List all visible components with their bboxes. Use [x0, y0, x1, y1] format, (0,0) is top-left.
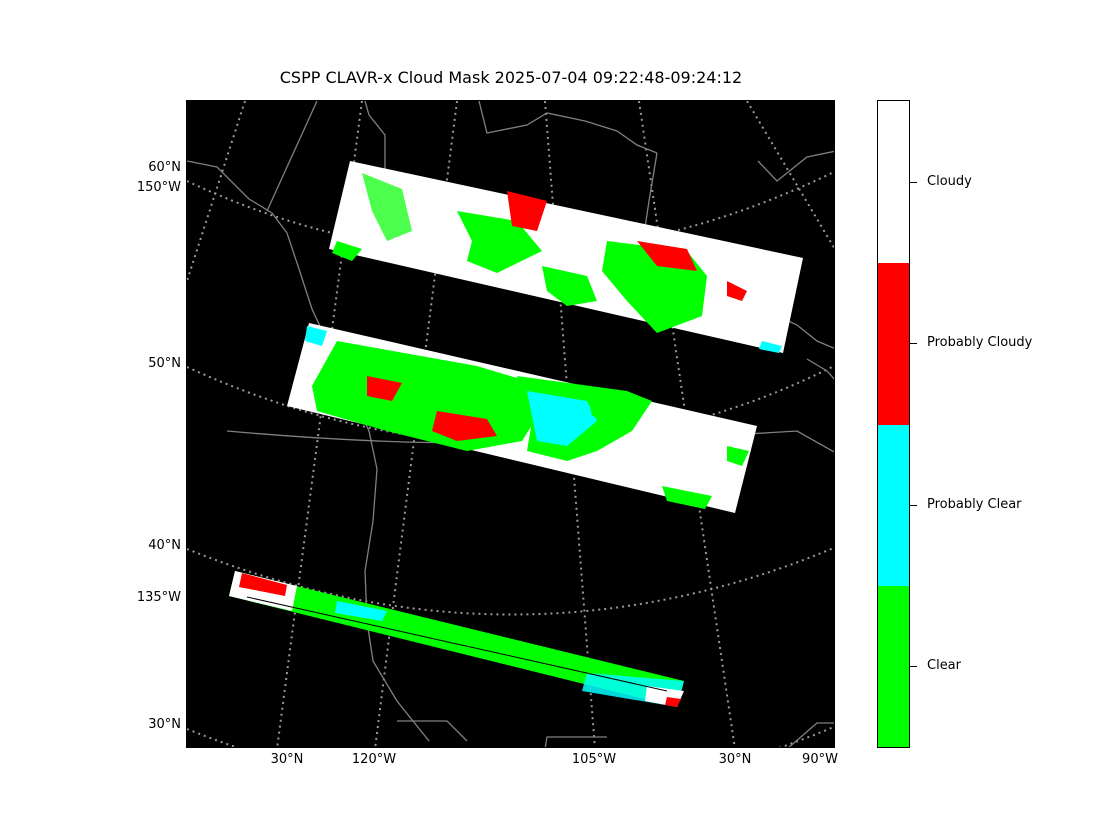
colorbar-tick-cloudy: [910, 182, 917, 183]
colorbar-tick-probably-clear: [910, 505, 917, 506]
colorbar-label-probably-clear: Probably Clear: [927, 497, 1022, 512]
colorbar-label-cloudy: Cloudy: [927, 174, 972, 189]
colorbar-tick-probably-cloudy: [910, 343, 917, 344]
lat-label-50n: 50°N: [148, 356, 181, 371]
colorbar-segment-probably-cloudy: [878, 263, 909, 425]
bottom-label-30n-right: 30°N: [718, 752, 752, 767]
map-title: CSPP CLAVR-x Cloud Mask 2025-07-04 09:22…: [279, 68, 743, 87]
lat-label-40n: 40°N: [148, 538, 181, 553]
lon-label-150w: 150°W: [136, 180, 181, 195]
bottom-label-90w: 90°W: [802, 752, 838, 767]
bottom-label-105w: 105°W: [571, 752, 617, 767]
lat-label-60n: 60°N: [148, 160, 181, 175]
map-panel: [186, 100, 835, 748]
bottom-label-120w: 120°W: [351, 752, 397, 767]
colorbar: [877, 100, 910, 748]
colorbar-label-clear: Clear: [927, 658, 961, 673]
bottom-label-30n-left: 30°N: [270, 752, 304, 767]
lat-label-30n: 30°N: [148, 717, 181, 732]
map-canvas: [187, 101, 834, 747]
colorbar-segment-cloudy: [878, 101, 909, 263]
colorbar-segment-clear: [878, 586, 909, 747]
swath-bottom: [229, 571, 684, 707]
swath-middle: [287, 323, 757, 513]
colorbar-tick-clear: [910, 666, 917, 667]
colorbar-segment-probably-clear: [878, 425, 909, 586]
colorbar-label-probably-cloudy: Probably Cloudy: [927, 335, 1033, 350]
lon-label-135w: 135°W: [136, 590, 181, 605]
swath-top: [329, 161, 803, 353]
